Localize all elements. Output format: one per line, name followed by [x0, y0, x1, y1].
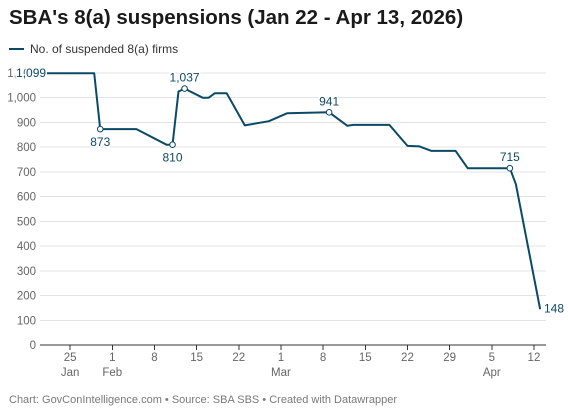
data-label: 1,099: [16, 66, 46, 80]
y-tick-label: 600: [17, 192, 36, 204]
legend-label: No. of suspended 8(a) firms: [30, 42, 179, 56]
data-point-marker: [325, 109, 333, 116]
data-label: 873: [90, 135, 110, 149]
annotations: 1,099 873 810 1,037 941 715 148: [15, 65, 566, 317]
x-tick-label: 1: [109, 352, 115, 364]
y-tick-label: 300: [17, 266, 36, 278]
chart-title: SBA's 8(a) suspensions (Jan 22 - Apr 13,…: [9, 6, 464, 29]
y-tick-label: 900: [17, 117, 36, 129]
data-point-marker: [506, 164, 514, 172]
x-tick-sublabel: Mar: [271, 367, 291, 379]
y-tick-label: 100: [17, 315, 36, 327]
data-point-marker: [181, 85, 188, 92]
x-tick-label: 1: [278, 352, 284, 364]
x-axis: 25 Jan 1 Feb 8 15 22 1 Mar 8 15 22 29 5 Apr 12: [61, 345, 541, 379]
x-tick-label: 25: [64, 352, 77, 364]
y-tick-label: 200: [17, 291, 36, 303]
chart-footer: Chart: GovConIntelligence.com • Source: …: [9, 394, 397, 406]
y-tick-label: 500: [17, 216, 36, 228]
series: [39, 72, 541, 310]
data-point-marker: [169, 141, 176, 149]
data-label: 715: [500, 150, 520, 164]
x-tick-label: 22: [401, 352, 414, 364]
data-label: 810: [163, 151, 183, 165]
x-tick-label: 8: [320, 352, 326, 364]
x-tick-sublabel: Jan: [61, 367, 80, 379]
x-tick-sublabel: Feb: [102, 367, 122, 379]
y-tick-label: 800: [17, 142, 36, 154]
data-label: 148: [544, 301, 564, 315]
x-tick-label: 22: [232, 352, 245, 364]
y-tick-label: 1,000: [7, 93, 36, 105]
x-tick-label: 5: [489, 352, 495, 364]
y-tick-label: 0: [30, 340, 36, 352]
y-axis: 0 100 200 300 400 500 600 700 800 900 1,000 1,100: [7, 68, 36, 352]
y-tick-label: 1,100: [7, 68, 36, 80]
x-tick-label: 29: [443, 352, 456, 364]
series-line: [39, 72, 541, 310]
x-tick-sublabel: Apr: [483, 367, 501, 379]
x-tick-label: 15: [359, 352, 372, 364]
gridlines: [40, 72, 546, 346]
data-label: 1,037: [170, 71, 200, 85]
data-label: 941: [319, 94, 339, 108]
x-tick-label: 8: [151, 352, 157, 364]
legend-swatch: [9, 48, 24, 50]
data-point-marker: [96, 125, 104, 133]
y-tick-label: 700: [17, 167, 36, 179]
x-tick-label: 12: [528, 352, 541, 364]
x-tick-label: 15: [190, 352, 203, 364]
y-tick-label: 400: [17, 241, 36, 253]
legend: No. of suspended 8(a) firms: [9, 42, 178, 56]
